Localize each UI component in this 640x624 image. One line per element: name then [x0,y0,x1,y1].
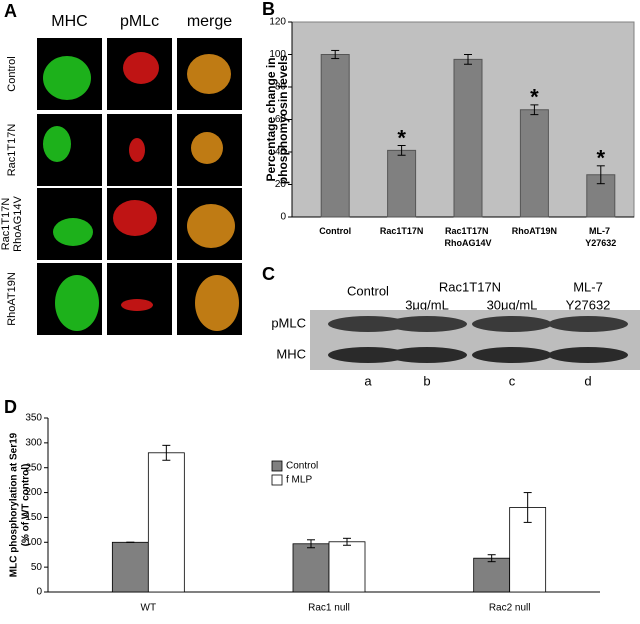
y-tick-label: 60 [275,114,287,125]
y-tick-label: 120 [269,17,286,28]
x-tick-label: Control [319,226,351,236]
band [548,316,628,332]
y-tick-label: 40 [275,147,287,158]
legend-label: Control [286,461,318,472]
bar [292,543,330,593]
band [328,316,408,332]
blot-row-label: MHC [276,346,306,361]
legend-swatch [271,474,283,486]
cell [43,126,71,162]
bar [111,541,149,593]
band [472,316,552,332]
significance-marker: * [397,125,406,150]
y-tick-label: 250 [25,462,42,473]
cell [195,275,239,331]
bar [320,54,350,218]
dose-label: 3μg/mL [405,297,449,312]
y-tick-label: 0 [280,212,286,223]
legend-swatch [271,460,283,472]
x-tick-label: ML-7 Y27632 [585,226,616,248]
x-tick-label: WT [141,603,157,614]
row-label: Rac1T17N [0,198,12,251]
significance-marker: * [597,146,606,171]
lane-letter: c [509,373,516,388]
bar [147,452,185,593]
lane-label: Rac1T17N [439,279,501,294]
band [472,347,552,363]
y-tick-label: 150 [25,512,42,523]
legend-label: f MLP [286,475,312,486]
x-tick-label: Rac1T17N RhoAG14V [444,226,491,248]
column-header: MHC [51,13,87,30]
y-tick-label: 100 [25,537,42,548]
blot-row-label: pMLC [271,315,306,330]
y-tick-label: 20 [275,179,287,190]
lane-label: ML-7 [573,279,603,294]
cell [43,56,91,100]
bar [586,174,616,218]
lane-label: Control [347,283,389,298]
bar [519,109,549,218]
row-label: RhoAG14V [12,196,24,252]
band [387,347,467,363]
y-tick-label: 50 [31,562,43,573]
y-axis-label: MLC phosphorylation at Ser19 [9,432,20,577]
cell [187,54,231,94]
y-axis-label: phosphomyosin levels [276,54,290,184]
micrograph [107,263,172,335]
panel-label: C [262,264,275,284]
cell [123,52,159,84]
y-tick-label: 350 [25,413,42,424]
x-tick-label: Rac1 null [308,603,350,614]
y-tick-label: 200 [25,487,42,498]
y-tick-label: 100 [269,49,286,60]
band [328,347,408,363]
column-header: pMLc [120,13,159,30]
column-header: merge [187,13,232,30]
bar [453,58,483,218]
row-label: Control [6,56,18,91]
bar [328,541,366,593]
cell [191,132,223,164]
panel-label: D [4,397,17,417]
row-label: Rac1T17N [6,124,18,177]
x-tick-label: Rac2 null [489,603,531,614]
y-axis-label: Percentage change in [264,57,278,181]
y-tick-label: 80 [275,82,287,93]
panel-label: A [4,1,17,21]
cell [121,299,153,311]
x-tick-label: Rac1T17N [380,226,424,236]
bar [387,149,417,218]
row-label: RhoAT19N [6,272,18,326]
y-tick-label: 300 [25,437,42,448]
lane-letter: d [584,373,591,388]
lane-letter: a [364,373,372,388]
cell [129,138,145,162]
dose-label: Y27632 [566,297,611,312]
significance-marker: * [530,85,539,110]
y-axis-label: (% of WT control) [21,464,32,547]
cell [55,275,99,331]
panel-label: B [262,0,275,19]
cell [187,204,235,248]
y-tick-label: 0 [36,587,42,598]
dose-label: 30μg/mL [487,297,538,312]
lane-letter: b [423,373,430,388]
cell [53,218,93,246]
x-tick-label: RhoAT19N [512,226,557,236]
band [548,347,628,363]
bar [473,557,511,593]
cell [113,200,157,236]
band [387,316,467,332]
